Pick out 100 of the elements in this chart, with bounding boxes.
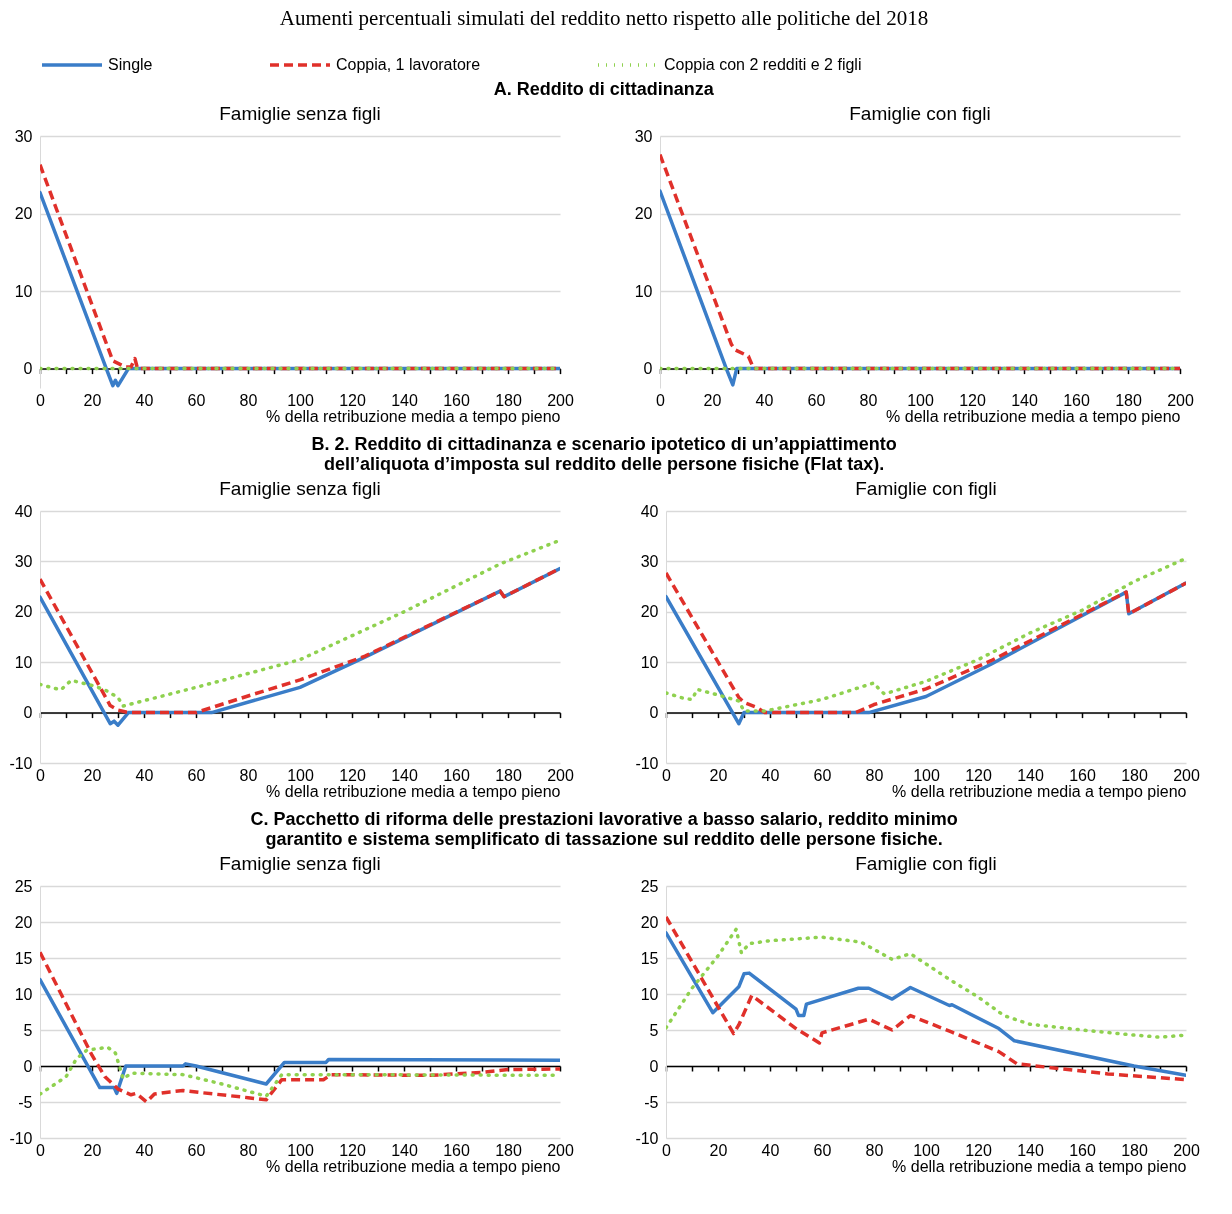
y-tick-label: 15 <box>640 949 659 967</box>
y-tick-label: 0 <box>23 704 33 722</box>
x-tick-label: 140 <box>391 391 418 409</box>
x-axis-title: % della retribuzione media a tempo pieno <box>892 782 1187 800</box>
y-tick-label: 0 <box>649 1057 659 1075</box>
x-tick-label: 140 <box>1011 391 1038 409</box>
x-tick-label: 160 <box>1069 766 1096 784</box>
x-tick-label: 40 <box>761 766 780 784</box>
legend-label: Coppia, 1 lavoratore <box>336 56 481 73</box>
x-tick-label: 160 <box>1063 391 1090 409</box>
x-tick-label: 180 <box>495 1141 522 1159</box>
x-tick-label: 100 <box>287 391 314 409</box>
y-tick-label: 40 <box>14 502 33 520</box>
chart-title: Famiglie con figli <box>855 853 997 874</box>
y-tick-label: 25 <box>640 877 659 895</box>
x-tick-label: 160 <box>443 391 470 409</box>
x-tick-label: 140 <box>391 766 418 784</box>
x-tick-label: 60 <box>187 1141 206 1159</box>
y-tick-label: 5 <box>23 1021 33 1039</box>
x-axis-title: % della retribuzione media a tempo pieno <box>892 1157 1187 1175</box>
x-tick-label: 20 <box>83 766 102 784</box>
y-tick-label: 10 <box>14 985 33 1003</box>
x-tick-label: 200 <box>547 766 574 784</box>
x-tick-label: 0 <box>36 1141 46 1159</box>
x-tick-label: 200 <box>547 1141 574 1159</box>
y-tick-label: -10 <box>9 1129 33 1147</box>
text: C. Pacchetto di riforma delle prestazioni lavorative a basso salario, reddito minimo garantito e sistema semplificato di tassazione sul reddito delle persone fisiche. <box>250 809 958 849</box>
chart-title: Famiglie senza figli <box>219 103 381 124</box>
x-tick-label: 180 <box>1121 1141 1148 1159</box>
x-tick-label: 60 <box>187 391 206 409</box>
y-tick-label: 20 <box>634 205 653 223</box>
x-tick-label: 100 <box>287 1141 314 1159</box>
y-tick-label: 10 <box>634 282 653 300</box>
y-tick-label: 20 <box>14 603 33 621</box>
x-tick-label: 180 <box>1115 391 1142 409</box>
x-tick-label: 160 <box>443 766 470 784</box>
y-tick-label: 5 <box>649 1021 659 1039</box>
x-axis-title: % della retribuzione media a tempo pieno <box>266 782 561 800</box>
y-tick-label: -5 <box>644 1093 659 1111</box>
x-tick-label: 20 <box>83 391 102 409</box>
y-tick-label: 30 <box>14 127 33 145</box>
y-tick-label: 30 <box>14 552 33 570</box>
x-tick-label: 120 <box>339 766 366 784</box>
x-tick-label: 100 <box>913 766 940 784</box>
x-tick-label: 80 <box>865 1141 884 1159</box>
x-tick-label: 20 <box>709 1141 728 1159</box>
x-tick-label: 40 <box>761 1141 780 1159</box>
x-tick-label: 100 <box>287 766 314 784</box>
x-tick-label: 80 <box>859 391 878 409</box>
x-tick-label: 80 <box>239 391 258 409</box>
x-tick-label: 40 <box>135 1141 154 1159</box>
chart-title: Famiglie con figli <box>855 478 997 499</box>
y-tick-label: 20 <box>640 913 659 931</box>
chart-title: Famiglie senza figli <box>219 853 381 874</box>
legend-label: Single <box>108 56 153 73</box>
x-tick-label: 200 <box>1173 1141 1200 1159</box>
x-tick-label: 20 <box>83 1141 102 1159</box>
x-tick-label: 40 <box>135 766 154 784</box>
y-tick-label: 20 <box>640 603 659 621</box>
y-tick-label: 0 <box>23 360 33 378</box>
x-tick-label: 0 <box>36 391 46 409</box>
x-tick-label: 200 <box>1173 766 1200 784</box>
x-tick-label: 60 <box>813 1141 832 1159</box>
y-tick-label: 40 <box>640 502 659 520</box>
x-tick-label: 20 <box>709 766 728 784</box>
chart-title: Famiglie con figli <box>849 103 991 124</box>
y-tick-label: 0 <box>23 1057 33 1075</box>
y-tick-label: 0 <box>643 360 653 378</box>
x-tick-label: 180 <box>495 766 522 784</box>
x-tick-label: 200 <box>1167 391 1194 409</box>
x-tick-label: 0 <box>662 1141 672 1159</box>
y-tick-label: 20 <box>14 205 33 223</box>
x-tick-label: 100 <box>913 1141 940 1159</box>
x-tick-label: 120 <box>339 1141 366 1159</box>
y-tick-label: 30 <box>634 127 653 145</box>
x-axis-title: % della retribuzione media a tempo pieno <box>266 407 561 425</box>
x-tick-label: 80 <box>239 766 258 784</box>
x-tick-label: 160 <box>1069 1141 1096 1159</box>
x-tick-label: 180 <box>495 391 522 409</box>
x-tick-label: 100 <box>907 391 934 409</box>
x-tick-label: 120 <box>965 1141 992 1159</box>
text: B. 2. Reddito di cittadinanza e scenario ipotetico di un’appiattimento dell’aliquota d’imposta sul reddito delle persone fisiche (Flat tax). <box>311 434 897 474</box>
y-tick-label: 30 <box>640 552 659 570</box>
x-tick-label: 40 <box>755 391 774 409</box>
legend-label: Coppia con 2 redditi e 2 figli <box>664 56 862 73</box>
text: A. Reddito di cittadinanza <box>493 79 715 99</box>
x-tick-label: 0 <box>662 766 672 784</box>
y-tick-label: 10 <box>640 985 659 1003</box>
x-tick-label: 80 <box>239 1141 258 1159</box>
x-tick-label: 40 <box>135 391 154 409</box>
x-tick-label: 0 <box>36 766 46 784</box>
y-tick-label: 20 <box>14 913 33 931</box>
x-tick-label: 60 <box>807 391 826 409</box>
x-tick-label: 80 <box>865 766 884 784</box>
y-tick-label: -10 <box>9 754 33 772</box>
y-tick-label: 15 <box>14 949 33 967</box>
x-tick-label: 180 <box>1121 766 1148 784</box>
y-tick-label: -5 <box>18 1093 33 1111</box>
y-tick-label: 25 <box>14 877 33 895</box>
y-tick-label: 10 <box>14 282 33 300</box>
